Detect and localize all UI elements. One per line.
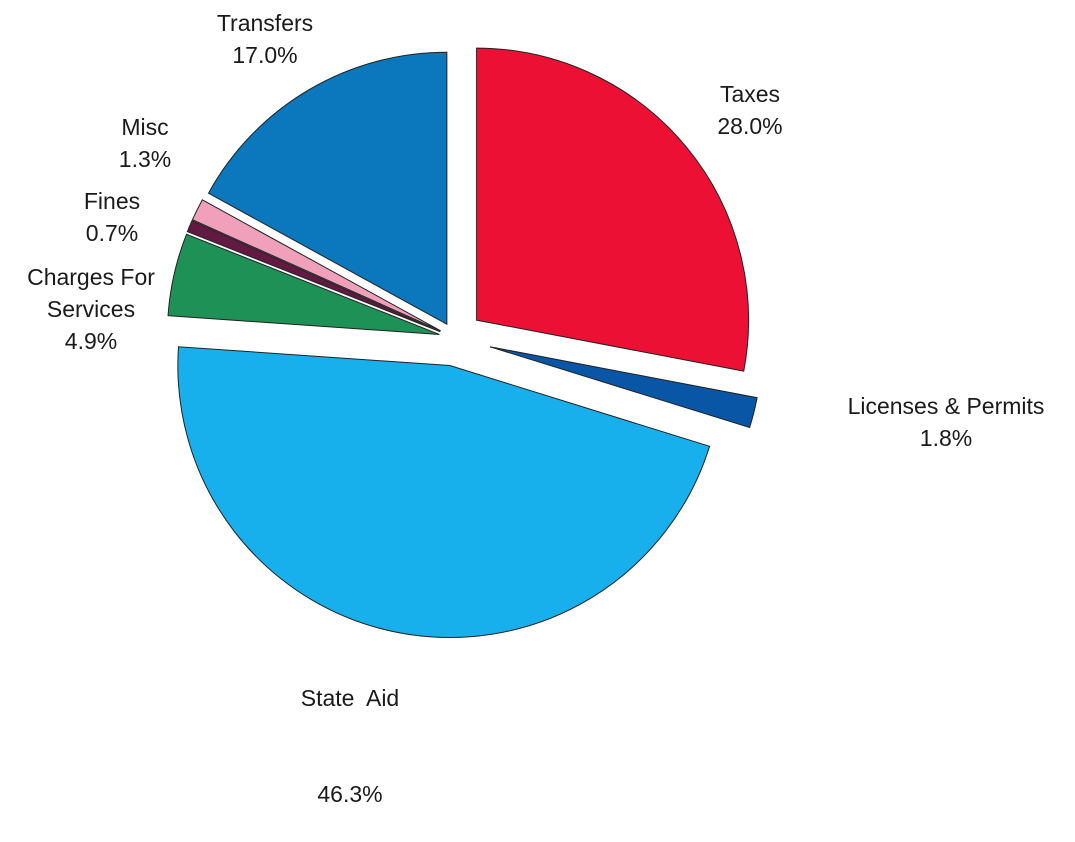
slice-label-charges-line1: Charges For — [27, 264, 155, 290]
slice-label-charges-for-services: Charges For Services 4.9% — [0, 261, 182, 357]
pie-slice-licenses-permits — [489, 346, 758, 429]
pie-slice-charges-for-services — [167, 233, 440, 335]
slice-label-licenses-permits-name: Licenses & Permits — [847, 393, 1045, 419]
slice-label-charges-pct: 4.9% — [64, 328, 118, 354]
slice-label-misc-name: Misc — [121, 114, 169, 140]
pie-slice-misc — [191, 199, 441, 332]
slice-label-misc-pct: 1.3% — [118, 146, 172, 172]
slice-label-state-aid-pct: 46.3% — [317, 781, 383, 807]
slice-label-fines-pct: 0.7% — [85, 220, 139, 246]
pie-slice-fines — [186, 219, 441, 333]
slice-label-fines-name: Fines — [83, 188, 141, 214]
pie-slice-state-aid — [177, 346, 711, 638]
pie-slice-taxes — [476, 47, 750, 372]
slice-label-transfers-pct: 17.0% — [232, 42, 298, 68]
slice-label-misc: Misc 1.3% — [105, 111, 185, 175]
pie-slice-transfers — [207, 51, 448, 326]
slice-label-licenses-permits-pct: 1.8% — [919, 425, 973, 451]
slice-label-state-aid: State Aid 46.3% — [280, 618, 420, 842]
slice-label-transfers: Transfers 17.0% — [200, 7, 330, 71]
slice-label-licenses-permits: Licenses & Permits 1.8% — [815, 390, 1075, 454]
slice-label-fines: Fines 0.7% — [72, 185, 152, 249]
slice-label-charges-line2: Services — [46, 296, 136, 322]
slice-label-taxes: Taxes 28.0% — [690, 78, 810, 142]
slice-label-transfers-name: Transfers — [216, 10, 314, 36]
slice-label-taxes-pct: 28.0% — [717, 113, 783, 139]
slice-label-taxes-name: Taxes — [719, 81, 781, 107]
pie-chart — [167, 47, 758, 638]
slice-label-state-aid-name: State Aid — [300, 685, 400, 711]
